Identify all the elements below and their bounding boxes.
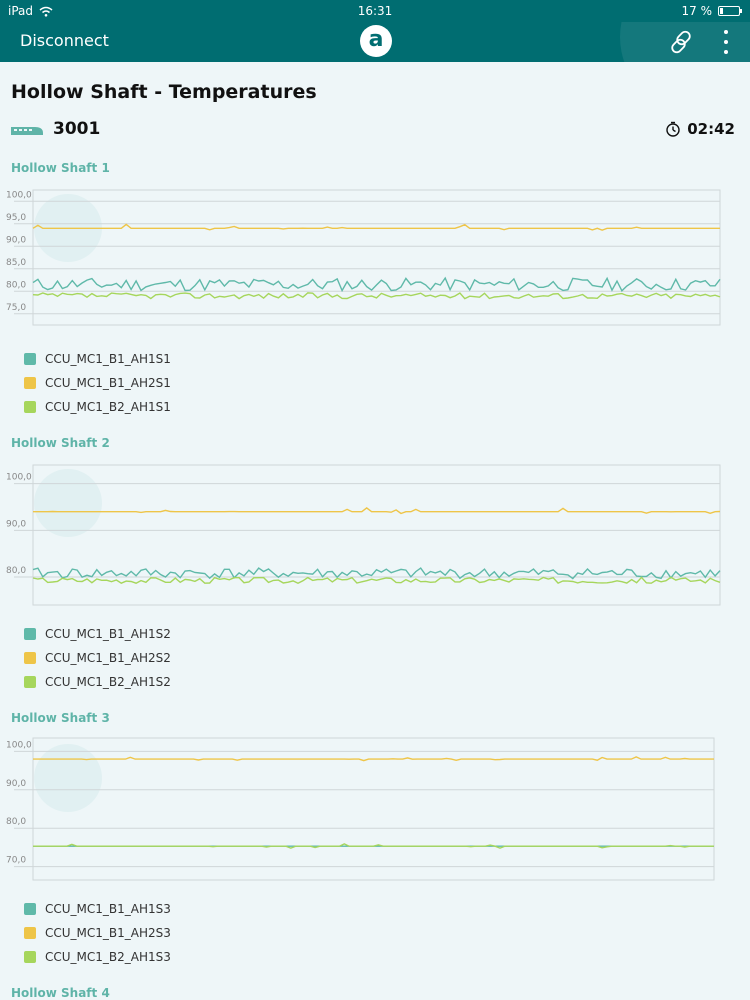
status-time: 16:31 <box>357 4 393 18</box>
legend-item: CCU_MC1_B1_AH1S3 <box>24 897 171 921</box>
legend-swatch <box>24 951 36 963</box>
y-tick-label: 80,0 <box>6 280 26 290</box>
legend-label: CCU_MC1_B1_AH2S3 <box>45 926 171 940</box>
section-title-hollow-shaft-4: Hollow Shaft 4 <box>11 986 110 1000</box>
legend-item: CCU_MC1_B1_AH1S2 <box>24 622 171 646</box>
legend-hollow-shaft-2: CCU_MC1_B1_AH1S2 CCU_MC1_B1_AH2S2 CCU_MC… <box>24 622 171 694</box>
legend-swatch <box>24 353 36 365</box>
legend-label: CCU_MC1_B2_AH1S1 <box>45 400 171 414</box>
legend-label: CCU_MC1_B2_AH1S3 <box>45 950 171 964</box>
legend-label: CCU_MC1_B1_AH1S2 <box>45 627 171 641</box>
chart-hollow-shaft-2: 100,0 90,0 80,0 <box>0 455 750 610</box>
y-tick-label: 85,0 <box>6 258 26 268</box>
series-line-3 <box>32 576 721 584</box>
timer: 02:42 <box>665 120 735 138</box>
legend-swatch <box>24 652 36 664</box>
legend-swatch <box>24 903 36 915</box>
legend-item: CCU_MC1_B1_AH1S1 <box>24 347 171 371</box>
y-tick-label: 80,0 <box>6 817 26 827</box>
page-title: Hollow Shaft - Temperatures <box>11 81 317 103</box>
y-tick-label: 75,0 <box>6 303 26 313</box>
series-line-3 <box>33 843 714 849</box>
train-icon <box>11 127 43 135</box>
battery-icon <box>718 6 742 16</box>
legend-label: CCU_MC1_B1_AH2S1 <box>45 376 171 390</box>
section-title-hollow-shaft-1: Hollow Shaft 1 <box>11 161 110 175</box>
unit-id: 3001 <box>53 119 101 139</box>
y-tick-label: 90,0 <box>6 235 26 245</box>
y-tick-label: 100,0 <box>6 740 32 750</box>
section-title-hollow-shaft-2: Hollow Shaft 2 <box>11 436 110 450</box>
y-tick-label: 80,0 <box>6 566 26 576</box>
chart-svg-hollow-shaft-1: 100,0 95,0 90,0 85,0 80,0 75,0 <box>6 189 721 326</box>
link-icon[interactable] <box>668 29 694 55</box>
legend-label: CCU_MC1_B2_AH1S2 <box>45 675 171 689</box>
legend-swatch <box>24 401 36 413</box>
y-tick-label: 100,0 <box>6 473 32 483</box>
legend-hollow-shaft-3: CCU_MC1_B1_AH1S3 CCU_MC1_B1_AH2S3 CCU_MC… <box>24 897 171 969</box>
legend-item: CCU_MC1_B1_AH2S3 <box>24 921 171 945</box>
unit-row: 3001 02:42 <box>10 118 735 142</box>
y-tick-label: 90,0 <box>6 519 26 529</box>
y-tick-label: 95,0 <box>6 213 26 223</box>
legend-item: CCU_MC1_B2_AH1S3 <box>24 945 171 969</box>
series-line-1 <box>32 567 721 580</box>
legend-item: CCU_MC1_B1_AH2S1 <box>24 371 171 395</box>
legend-label: CCU_MC1_B1_AH1S3 <box>45 902 171 916</box>
chart-hollow-shaft-1: 100,0 95,0 90,0 85,0 80,0 75,0 <box>0 180 750 335</box>
wifi-icon <box>39 6 53 17</box>
section-title-hollow-shaft-3: Hollow Shaft 3 <box>11 711 110 725</box>
legend-label: CCU_MC1_B1_AH1S1 <box>45 352 171 366</box>
y-tick-label: 90,0 <box>6 779 26 789</box>
series-line-2 <box>32 223 720 231</box>
series-line-2 <box>33 756 714 762</box>
chart-svg-hollow-shaft-3: 100,0 90,0 80,0 70,0 <box>6 737 715 881</box>
chart-hollow-shaft-3: 100,0 90,0 80,0 70,0 <box>0 730 750 885</box>
legend-label: CCU_MC1_B1_AH2S2 <box>45 651 171 665</box>
timer-value: 02:42 <box>687 120 735 138</box>
legend-swatch <box>24 377 36 389</box>
stopwatch-icon <box>666 121 680 137</box>
legend-swatch <box>24 927 36 939</box>
legend-item: CCU_MC1_B2_AH1S1 <box>24 395 171 419</box>
chart-svg-hollow-shaft-2: 100,0 90,0 80,0 <box>6 464 721 606</box>
more-menu-icon[interactable] <box>716 28 736 56</box>
watermark-logo-icon <box>34 469 102 537</box>
navigation-bar: Disconnect a <box>0 22 750 62</box>
watermark-logo-icon <box>34 744 102 812</box>
battery-percent: 17 % <box>681 4 713 18</box>
series-line-1 <box>32 276 721 293</box>
series-line-2 <box>33 507 721 515</box>
plot-frame <box>32 189 721 326</box>
series-line-3 <box>32 292 721 300</box>
legend-hollow-shaft-1: CCU_MC1_B1_AH1S1 CCU_MC1_B1_AH2S1 CCU_MC… <box>24 347 171 419</box>
legend-item: CCU_MC1_B2_AH1S2 <box>24 670 171 694</box>
disconnect-button[interactable]: Disconnect <box>20 31 109 50</box>
legend-item: CCU_MC1_B1_AH2S2 <box>24 646 171 670</box>
logo-letter: a <box>368 27 384 52</box>
device-name: iPad <box>8 4 34 18</box>
legend-swatch <box>24 628 36 640</box>
legend-swatch <box>24 676 36 688</box>
app-logo-icon: a <box>360 25 392 57</box>
plot-frame <box>32 464 721 606</box>
status-bar: iPad 16:31 17 % <box>0 0 750 22</box>
y-tick-label: 100,0 <box>6 190 32 200</box>
plot-frame <box>32 737 715 881</box>
y-tick-label: 70,0 <box>6 856 26 866</box>
